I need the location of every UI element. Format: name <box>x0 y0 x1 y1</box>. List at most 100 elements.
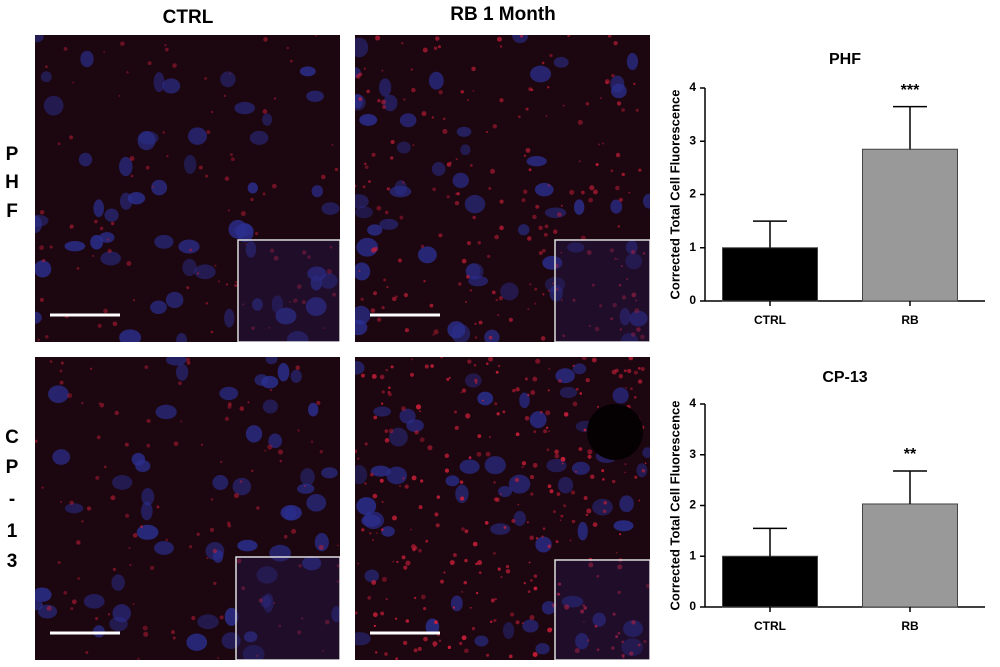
red-signal <box>560 204 563 207</box>
red-signal <box>496 36 502 42</box>
red-signal <box>381 402 384 405</box>
nucleus <box>265 357 278 365</box>
red-signal <box>569 539 572 542</box>
nucleus <box>508 474 531 494</box>
red-signal <box>210 498 214 501</box>
red-signal <box>423 279 426 283</box>
red-signal <box>525 148 531 153</box>
red-signal <box>468 456 472 460</box>
red-signal <box>35 439 38 444</box>
red-signal <box>86 506 92 511</box>
red-signal <box>560 251 563 254</box>
red-signal <box>224 176 230 181</box>
nucleus <box>243 631 258 643</box>
red-signal <box>355 73 361 79</box>
red-signal <box>200 443 204 446</box>
red-signal <box>372 612 378 618</box>
red-signal <box>611 74 615 78</box>
red-signal <box>409 372 415 377</box>
nucleus <box>245 240 257 258</box>
red-signal <box>128 547 131 550</box>
red-signal <box>599 304 603 308</box>
nucleus <box>459 459 480 474</box>
red-signal <box>381 500 384 503</box>
chart-title: PHF <box>829 51 861 68</box>
red-signal <box>385 598 388 601</box>
red-signal <box>605 81 609 84</box>
red-signal <box>545 426 549 429</box>
nucleus <box>513 510 526 527</box>
red-signal <box>530 492 534 496</box>
red-signal <box>580 190 585 195</box>
red-signal <box>223 94 227 98</box>
red-signal <box>615 185 620 191</box>
red-signal <box>547 544 552 549</box>
nucleus <box>40 71 52 83</box>
nucleus <box>619 307 631 326</box>
red-signal <box>538 225 543 231</box>
error-bar <box>893 105 927 150</box>
red-signal <box>245 243 247 246</box>
nucleus <box>555 368 575 384</box>
column-header: RB 1 Month <box>450 4 556 25</box>
red-signal <box>297 284 302 289</box>
red-signal <box>625 386 627 389</box>
red-signal <box>278 624 282 628</box>
red-signal <box>474 336 478 339</box>
red-signal <box>474 378 478 383</box>
nucleus <box>502 622 515 639</box>
red-signal <box>76 267 80 270</box>
nucleus <box>466 263 481 279</box>
red-signal <box>456 192 460 196</box>
red-signal <box>402 476 405 480</box>
red-signal <box>118 95 121 97</box>
red-signal <box>418 548 422 553</box>
nucleus <box>140 501 153 521</box>
nucleus <box>52 449 71 465</box>
red-signal <box>255 231 259 236</box>
red-signal <box>446 195 450 199</box>
red-signal <box>240 211 246 217</box>
red-signal <box>498 296 504 301</box>
red-signal <box>103 308 108 314</box>
red-signal <box>376 317 382 322</box>
micrograph <box>355 357 650 660</box>
red-signal <box>529 475 535 480</box>
red-signal <box>301 300 306 305</box>
red-signal <box>630 387 633 391</box>
red-signal <box>478 571 482 575</box>
red-signal <box>517 503 520 506</box>
y-tick-label: 4 <box>689 80 696 94</box>
red-signal <box>618 197 623 202</box>
nucleus <box>559 386 578 399</box>
red-signal <box>310 440 314 443</box>
red-signal <box>370 308 376 313</box>
row-label-letter: 1 <box>7 521 18 542</box>
red-signal <box>575 387 579 391</box>
red-signal <box>514 477 520 483</box>
red-signal <box>578 160 581 163</box>
vessel <box>587 404 643 460</box>
nucleus <box>252 298 263 311</box>
red-signal <box>571 519 576 524</box>
red-signal <box>625 277 629 281</box>
red-signal <box>372 539 374 541</box>
red-signal <box>234 283 238 288</box>
red-signal <box>482 399 484 402</box>
significance: ** <box>904 446 917 463</box>
red-signal <box>634 475 638 479</box>
nucleus <box>571 461 590 475</box>
red-signal <box>488 186 492 190</box>
red-signal <box>210 330 214 334</box>
red-signal <box>643 639 647 644</box>
row-label-letter: P <box>6 457 19 478</box>
red-signal <box>491 290 496 295</box>
red-signal <box>545 410 551 416</box>
red-signal <box>247 401 250 404</box>
red-signal <box>461 527 465 532</box>
red-signal <box>523 154 527 157</box>
red-signal <box>548 368 551 370</box>
nucleus <box>109 616 128 632</box>
nucleus <box>237 539 258 552</box>
red-signal <box>267 444 273 450</box>
